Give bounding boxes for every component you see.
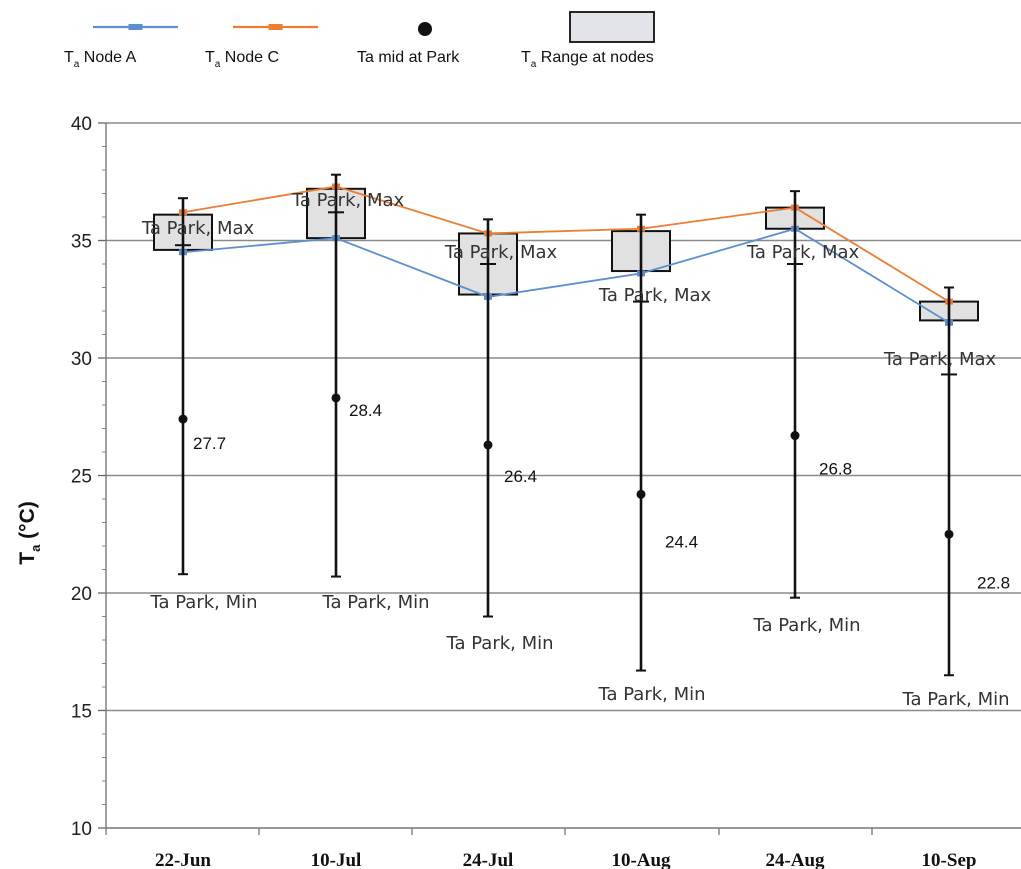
park-max-label: Ta Park, Max — [598, 285, 712, 306]
park-mid-dot — [331, 393, 341, 403]
park-mid-dot — [178, 414, 188, 424]
park-min-label: Ta Park, Min — [597, 684, 705, 705]
legend-label: Ta mid at Park — [357, 49, 460, 66]
park-max-label: Ta Park, Max — [444, 242, 558, 263]
y-axis-title-sub: a — [28, 544, 43, 552]
y-tick-label: 40 — [71, 114, 92, 135]
y-tick-label: 20 — [71, 584, 92, 605]
park-mid-dot — [483, 440, 493, 450]
x-tick-label: 24-Jul — [463, 850, 514, 869]
node-a-line — [182, 227, 950, 324]
park-mid-label: 26.8 — [819, 460, 852, 479]
park-mid-label: 22.8 — [977, 573, 1010, 592]
legend-box — [569, 11, 655, 43]
y-tick-label: 15 — [71, 702, 92, 723]
park-min-label: Ta Park, Min — [149, 592, 257, 613]
park-mid-label: 26.4 — [504, 467, 537, 486]
x-tick-label: 10-Aug — [611, 850, 671, 869]
legend-label-sub: a — [215, 59, 221, 70]
park-whiskers — [175, 173, 957, 677]
legend-label-main: T — [521, 49, 531, 66]
legend-label-rest: Range at nodes — [536, 49, 653, 66]
data-labels: 27.7 28.4 26.4 24.4 26.8 22.8 Ta Park, Max Ta P… — [141, 190, 1010, 710]
y-axis-title-text: Ta (°C) — [16, 501, 43, 564]
legend-marker — [268, 24, 283, 30]
legend-label-sub: a — [74, 59, 80, 70]
y-tick-label: 30 — [71, 349, 92, 370]
park-mid-dot — [636, 489, 646, 499]
legend-label: Ta Node A — [64, 49, 137, 70]
gridlines — [106, 122, 1021, 712]
legend-label-rest: Node C — [220, 49, 279, 66]
legend-label-main: T — [205, 49, 215, 66]
legend-label-main: Ta mid at Park — [357, 49, 460, 66]
y-tick-label: 10 — [71, 819, 92, 840]
park-max-label: Ta Park, Max — [883, 349, 997, 370]
y-axis-title: Ta (°C) — [16, 501, 43, 564]
node-c-line — [182, 185, 950, 303]
x-tick-label: 10-Jul — [311, 850, 362, 869]
park-min-label: Ta Park, Min — [445, 633, 553, 654]
legend-dot — [418, 22, 432, 36]
legend-label-sub: a — [531, 59, 537, 70]
y-axis-title-unit: (°C) — [16, 501, 39, 544]
park-mid-label: 24.4 — [665, 532, 698, 551]
legend-label-main: T — [64, 49, 74, 66]
axes: 10 15 20 25 30 35 40 22-Jun 10-Jul 24-Jul 10-Aug 24… — [71, 114, 1021, 869]
park-mid-label: 27.7 — [193, 434, 226, 453]
legend-marker — [128, 24, 143, 30]
park-max-label: Ta Park, Max — [291, 190, 405, 211]
y-tick-label: 25 — [71, 467, 92, 488]
x-tick-label: 10-Sep — [922, 850, 977, 869]
park-mid-dot — [944, 529, 954, 539]
park-max-label: Ta Park, Max — [746, 242, 860, 263]
x-tick-label: 22-Jun — [155, 850, 211, 869]
legend-label: Ta Node C — [205, 49, 279, 70]
park-min-label: Ta Park, Min — [901, 689, 1009, 710]
legend-label-rest: Node A — [79, 49, 136, 66]
park-min-label: Ta Park, Min — [752, 615, 860, 636]
park-mid-dot — [790, 431, 800, 441]
y-axis-title-main: T — [16, 552, 39, 565]
park-min-label: Ta Park, Min — [321, 592, 429, 613]
x-tick-label: 24-Aug — [765, 850, 825, 869]
park-mid-label: 28.4 — [349, 401, 382, 420]
legend: Ta Node A Ta Node C Ta mid at Park Ta Range… — [64, 11, 655, 70]
legend-label: Ta Range at nodes — [521, 49, 654, 70]
park-max-label: Ta Park, Max — [141, 218, 255, 239]
y-tick-label: 35 — [71, 232, 92, 253]
